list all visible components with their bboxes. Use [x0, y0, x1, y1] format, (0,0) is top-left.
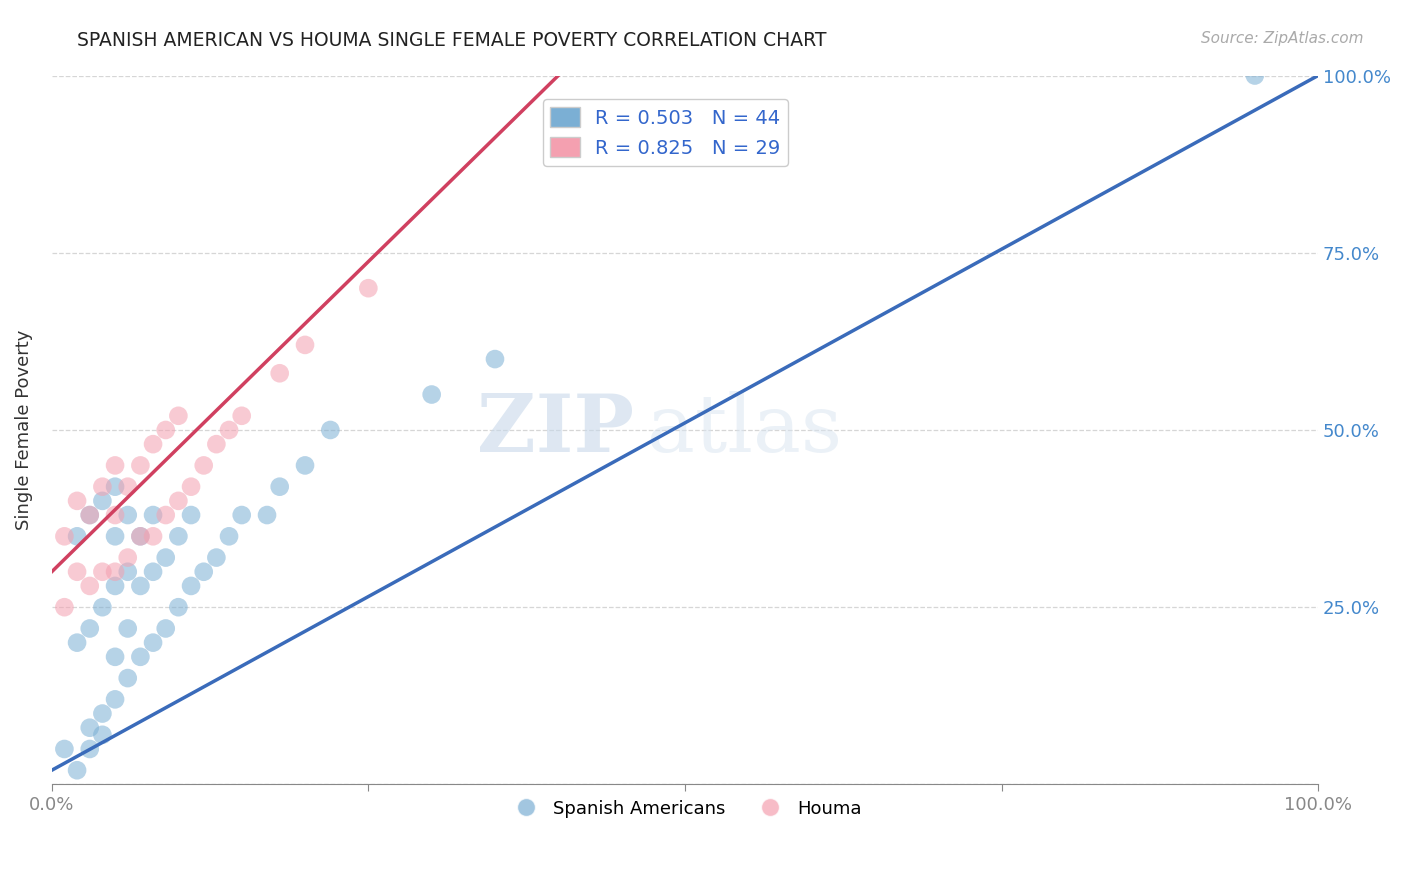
Point — [294, 458, 316, 473]
Point — [167, 600, 190, 615]
Point — [129, 579, 152, 593]
Point — [218, 529, 240, 543]
Point — [269, 480, 291, 494]
Point — [129, 458, 152, 473]
Text: Source: ZipAtlas.com: Source: ZipAtlas.com — [1201, 31, 1364, 46]
Point — [142, 635, 165, 649]
Point — [104, 579, 127, 593]
Point — [1243, 69, 1265, 83]
Point — [420, 387, 443, 401]
Point — [91, 728, 114, 742]
Point — [117, 508, 139, 522]
Point — [129, 529, 152, 543]
Point — [129, 529, 152, 543]
Point — [155, 508, 177, 522]
Point — [91, 706, 114, 721]
Point — [79, 742, 101, 756]
Point — [142, 508, 165, 522]
Point — [357, 281, 380, 295]
Point — [66, 494, 89, 508]
Point — [129, 649, 152, 664]
Legend: Spanish Americans, Houma: Spanish Americans, Houma — [501, 793, 869, 825]
Point — [79, 721, 101, 735]
Point — [193, 458, 215, 473]
Point — [66, 565, 89, 579]
Text: SPANISH AMERICAN VS HOUMA SINGLE FEMALE POVERTY CORRELATION CHART: SPANISH AMERICAN VS HOUMA SINGLE FEMALE … — [77, 31, 827, 50]
Text: ZIP: ZIP — [477, 391, 634, 469]
Point — [104, 692, 127, 706]
Point — [53, 529, 76, 543]
Point — [91, 480, 114, 494]
Point — [142, 437, 165, 451]
Point — [104, 508, 127, 522]
Point — [484, 352, 506, 367]
Point — [180, 480, 202, 494]
Point — [142, 529, 165, 543]
Point — [180, 508, 202, 522]
Point — [180, 579, 202, 593]
Point — [91, 494, 114, 508]
Point — [269, 366, 291, 380]
Point — [294, 338, 316, 352]
Point — [319, 423, 342, 437]
Point — [167, 494, 190, 508]
Text: atlas: atlas — [647, 391, 842, 469]
Point — [104, 458, 127, 473]
Point — [231, 409, 253, 423]
Point — [53, 742, 76, 756]
Point — [205, 437, 228, 451]
Y-axis label: Single Female Poverty: Single Female Poverty — [15, 330, 32, 530]
Point — [66, 635, 89, 649]
Point — [256, 508, 278, 522]
Point — [117, 550, 139, 565]
Point — [104, 649, 127, 664]
Point — [53, 600, 76, 615]
Point — [117, 480, 139, 494]
Point — [79, 508, 101, 522]
Point — [218, 423, 240, 437]
Point — [91, 600, 114, 615]
Point — [79, 579, 101, 593]
Point — [117, 671, 139, 685]
Point — [91, 565, 114, 579]
Point — [79, 622, 101, 636]
Point — [66, 529, 89, 543]
Point — [142, 565, 165, 579]
Point — [155, 622, 177, 636]
Point — [79, 508, 101, 522]
Point — [104, 529, 127, 543]
Point — [231, 508, 253, 522]
Point — [117, 565, 139, 579]
Point — [155, 550, 177, 565]
Point — [155, 423, 177, 437]
Point — [117, 622, 139, 636]
Point — [104, 565, 127, 579]
Point — [104, 480, 127, 494]
Point — [193, 565, 215, 579]
Point — [167, 529, 190, 543]
Point — [167, 409, 190, 423]
Point — [205, 550, 228, 565]
Point — [66, 764, 89, 778]
